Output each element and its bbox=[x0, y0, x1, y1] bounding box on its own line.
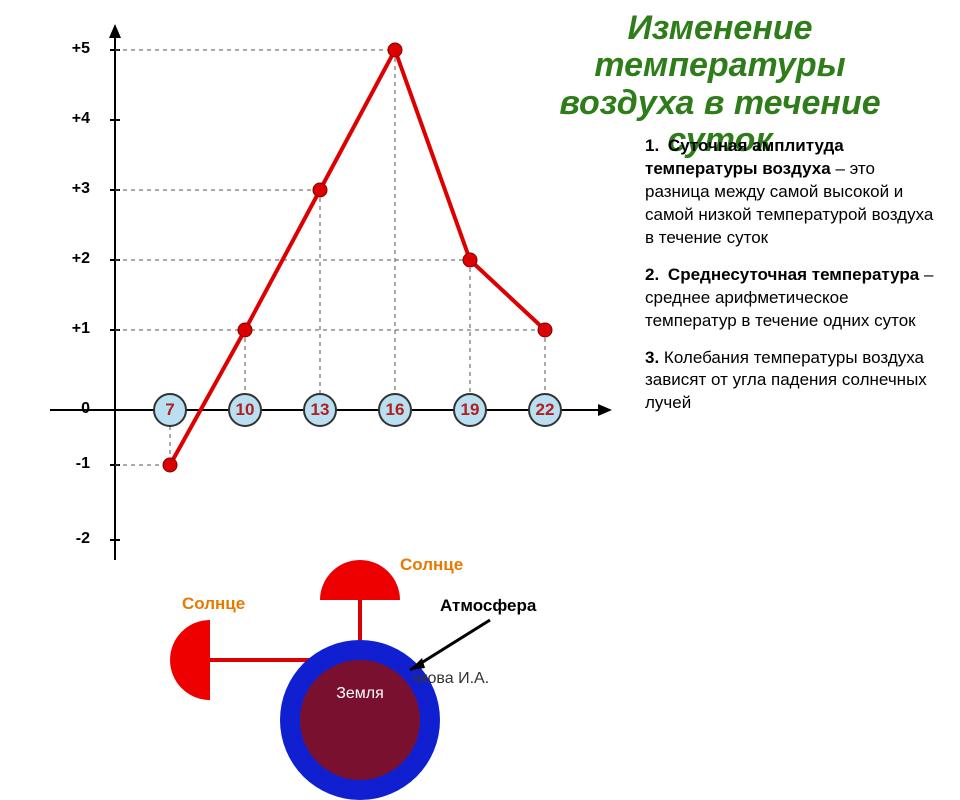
sun-earth-diagram: Земля Солнце Солнце Атмосфера чкова И.А. bbox=[140, 540, 580, 720]
y-tick-label: 0 bbox=[50, 400, 90, 418]
y-tick-label: -2 bbox=[50, 530, 90, 548]
x-tick-bubble: 7 bbox=[153, 393, 187, 427]
def1-num: 1. bbox=[645, 136, 659, 155]
definition-2: 2. Среднесуточная температура – среднее … bbox=[645, 264, 935, 333]
def1-term: Суточная амплитуда температуры воздуха bbox=[645, 136, 844, 178]
y-tick-label: +5 bbox=[50, 40, 90, 58]
x-tick-bubble: 19 bbox=[453, 393, 487, 427]
y-tick-label: +1 bbox=[50, 320, 90, 338]
atmosphere-label: Атмосфера bbox=[440, 596, 536, 616]
definition-1: 1. Суточная амплитуда температуры воздух… bbox=[645, 135, 935, 250]
chart-svg bbox=[20, 20, 620, 580]
y-tick-label: +2 bbox=[50, 250, 90, 268]
pointer-svg bbox=[140, 540, 580, 720]
y-tick-label: -1 bbox=[50, 455, 90, 473]
definition-3: 3. Колебания температуры воздуха зависят… bbox=[645, 347, 935, 416]
attribution-text: чкова И.А. bbox=[412, 670, 489, 688]
def2-num: 2. bbox=[645, 265, 659, 284]
x-tick-bubble: 10 bbox=[228, 393, 262, 427]
sun-label-top: Солнце bbox=[400, 555, 463, 575]
temperature-chart: +5 +4 +3 +2 +1 0 -1 -2 7 10 13 16 19 22 bbox=[20, 20, 620, 580]
definitions-panel: 1. Суточная амплитуда температуры воздух… bbox=[645, 135, 935, 429]
sun-label-left: Солнце bbox=[182, 594, 245, 614]
y-tick-label: +3 bbox=[50, 180, 90, 198]
y-tick-label: +4 bbox=[50, 110, 90, 128]
def3-rest: Колебания температуры воздуха зависят от… bbox=[645, 348, 927, 413]
x-tick-bubble: 22 bbox=[528, 393, 562, 427]
x-tick-bubble: 16 bbox=[378, 393, 412, 427]
x-tick-bubble: 13 bbox=[303, 393, 337, 427]
def2-term: Среднесуточная температура bbox=[668, 265, 919, 284]
def3-num: 3. bbox=[645, 348, 659, 367]
